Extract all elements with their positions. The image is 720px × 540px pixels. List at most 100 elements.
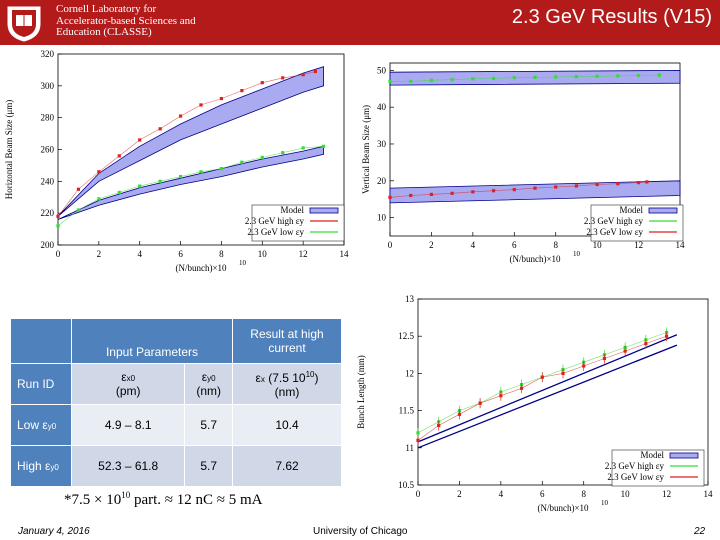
row-label: High εy0 bbox=[10, 445, 72, 487]
x-tick-label: 2 bbox=[429, 240, 434, 250]
y-axis-label: Horizontal Beam Size (μm) bbox=[4, 100, 14, 200]
x-tick-label: 14 bbox=[676, 240, 686, 250]
data-point bbox=[199, 103, 203, 107]
x-axis-label: (N/bunch)×10 bbox=[175, 263, 227, 273]
data-point bbox=[117, 190, 121, 195]
data-point bbox=[595, 74, 599, 78]
x-tick-label: 6 bbox=[512, 240, 517, 250]
legend-label: Model bbox=[281, 205, 305, 215]
x-tick-label: 8 bbox=[219, 249, 224, 259]
x-tick-label: 10 bbox=[621, 489, 631, 499]
data-point bbox=[240, 89, 244, 93]
data-point bbox=[491, 76, 496, 81]
legend-swatch-model bbox=[648, 207, 678, 214]
legend-label: 2.3 GeV high εy bbox=[605, 461, 665, 471]
data-point bbox=[409, 193, 413, 198]
series-line bbox=[57, 71, 316, 217]
data-point bbox=[409, 79, 413, 84]
data-point bbox=[657, 73, 661, 77]
result-header: Result at high current bbox=[232, 318, 342, 364]
ex-result-value: 10.4 bbox=[232, 404, 342, 446]
series-line bbox=[57, 146, 324, 227]
x-tick-label: 12 bbox=[299, 249, 308, 259]
x-tick-label: 0 bbox=[416, 489, 421, 499]
y-tick-label: 40 bbox=[377, 102, 387, 112]
data-point bbox=[158, 127, 162, 131]
data-point bbox=[636, 73, 641, 78]
data-point bbox=[554, 185, 558, 189]
y-axis-label: Vertical Beam Size (μm) bbox=[361, 105, 371, 194]
y-tick-label: 300 bbox=[41, 81, 55, 91]
ex-result-value: 7.62 bbox=[232, 445, 342, 487]
data-point bbox=[56, 224, 60, 228]
legend-label: 2.3 GeV low εy bbox=[247, 227, 304, 237]
ey0-value: 5.7 bbox=[184, 445, 233, 487]
data-point bbox=[595, 182, 599, 187]
ex0-value: 4.9 – 8.1 bbox=[70, 404, 186, 446]
data-point bbox=[533, 75, 537, 79]
data-point bbox=[616, 74, 620, 78]
x-tick-label: 0 bbox=[388, 240, 393, 250]
data-point bbox=[199, 170, 203, 174]
data-point bbox=[512, 76, 516, 80]
cornell-seal-logo bbox=[7, 6, 41, 42]
data-point bbox=[645, 180, 649, 184]
legend-label: 2.3 GeV high εy bbox=[584, 216, 644, 226]
footer-university: University of Chicago bbox=[313, 526, 408, 537]
data-point bbox=[450, 191, 454, 195]
data-point bbox=[429, 192, 434, 197]
data-point bbox=[76, 187, 81, 191]
y-tick-label: 220 bbox=[41, 208, 55, 218]
y-tick-label: 12.5 bbox=[398, 331, 414, 341]
x-tick-label: 8 bbox=[553, 240, 558, 250]
table-row: High εy0 52.3 – 61.8 5.7 7.62 bbox=[10, 445, 342, 487]
input-parameters-header: Input Parameters bbox=[71, 318, 233, 364]
data-point bbox=[138, 138, 142, 142]
data-point bbox=[450, 77, 454, 82]
data-point bbox=[471, 77, 475, 81]
x-axis-label: (N/bunch)×10 bbox=[537, 503, 589, 513]
header-bar: Cornell Laboratory for Accelerator-based… bbox=[0, 0, 720, 45]
x-tick-label: 14 bbox=[704, 489, 714, 499]
y-tick-label: 30 bbox=[377, 139, 387, 149]
data-point bbox=[97, 170, 101, 174]
legend-swatch-model bbox=[309, 207, 339, 214]
legend-label: 2.3 GeV high εy bbox=[245, 216, 305, 226]
org-name: Cornell Laboratory for Accelerator-based… bbox=[56, 3, 196, 38]
y-tick-label: 13 bbox=[405, 294, 415, 304]
y-tick-label: 50 bbox=[377, 65, 387, 75]
data-point bbox=[56, 214, 60, 218]
vertical-beam-size-chart: 0 2 4 6 8 10 12 14 10 20 30 40 50 (N/bunch)×10 10 Verti… bbox=[361, 62, 686, 264]
model-line bbox=[417, 344, 678, 449]
data-point bbox=[512, 188, 516, 192]
y-tick-label: 12 bbox=[405, 368, 414, 378]
data-point bbox=[616, 182, 620, 186]
model-line bbox=[417, 334, 678, 443]
data-point bbox=[117, 154, 121, 158]
data-point bbox=[388, 195, 392, 199]
data-point bbox=[301, 146, 305, 150]
legend-label: Model bbox=[641, 450, 665, 460]
x-tick-label: 10 bbox=[258, 249, 268, 259]
x-tick-label: 2 bbox=[457, 489, 462, 499]
data-point bbox=[158, 179, 162, 183]
data-point bbox=[313, 69, 317, 74]
y-tick-label: 320 bbox=[41, 49, 55, 59]
table-row: Low εy0 4.9 – 8.1 5.7 10.4 bbox=[10, 404, 342, 446]
x-axis-label-exponent: 10 bbox=[573, 250, 581, 258]
legend-swatch-model bbox=[669, 452, 699, 459]
data-point bbox=[97, 197, 101, 201]
data-point bbox=[388, 79, 392, 84]
data-point bbox=[219, 167, 224, 171]
data-point bbox=[301, 73, 305, 77]
ex-result-header: εx (7.5 1010) (nm) bbox=[232, 363, 342, 405]
y-tick-label: 240 bbox=[41, 176, 55, 186]
x-tick-label: 14 bbox=[340, 249, 350, 259]
data-point bbox=[260, 81, 264, 85]
run-id-header: Run ID bbox=[10, 363, 72, 405]
y-tick-label: 10.5 bbox=[398, 480, 414, 490]
model-band bbox=[57, 145, 324, 220]
x-axis-label-exponent: 10 bbox=[601, 499, 609, 507]
table-corner-cell bbox=[10, 318, 72, 364]
data-point bbox=[240, 160, 244, 164]
